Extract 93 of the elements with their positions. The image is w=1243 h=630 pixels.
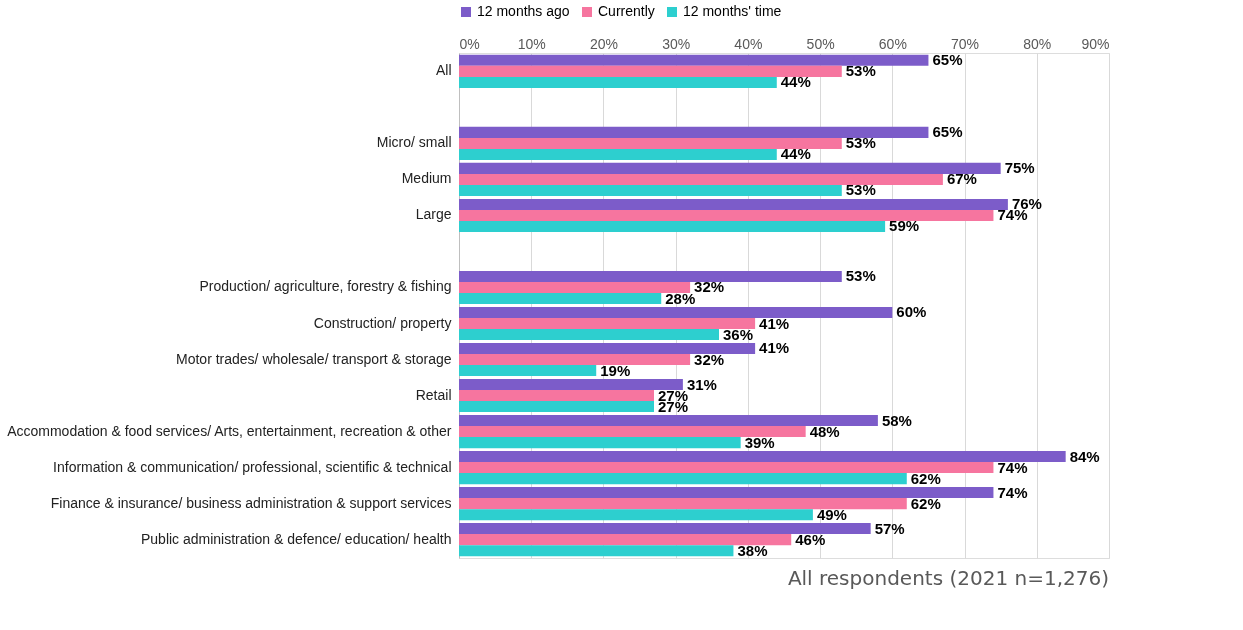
data-label: 39%: [744, 433, 775, 451]
y-tick-label: Production/ agriculture, forestry & fishing: [199, 278, 452, 295]
bar: [459, 487, 994, 499]
x-tick-label: 40%: [734, 35, 763, 52]
bar: [459, 462, 994, 474]
y-tick-label: Medium: [401, 170, 452, 187]
x-tick-label: 30%: [662, 35, 691, 52]
bar: [459, 209, 994, 221]
data-label: 48%: [809, 422, 840, 440]
bar: [459, 534, 792, 546]
data-label: 46%: [795, 530, 826, 548]
bar: [459, 523, 871, 535]
y-tick-label: Accommodation & food services/ Arts, entertainment, recreation & other: [7, 422, 452, 439]
legend-label: 12 months ago: [477, 3, 570, 19]
legend-label: Currently: [598, 3, 655, 19]
bar: [459, 415, 878, 427]
data-label: 44%: [780, 73, 811, 91]
data-label: 31%: [686, 375, 717, 393]
data-label: 74%: [997, 458, 1028, 476]
bar: [459, 137, 842, 149]
data-label: 84%: [1069, 447, 1100, 465]
data-label: 65%: [932, 51, 963, 69]
bar: [459, 76, 777, 88]
data-label: 62%: [910, 469, 941, 487]
y-tick-label: Large: [415, 206, 452, 223]
y-tick-label: Information & communication/ professional, scientific & technical: [53, 458, 452, 475]
x-tick-label: 50%: [806, 35, 835, 52]
y-tick-label: Motor trades/ wholesale/ transport & storage: [176, 350, 452, 367]
data-label: 32%: [694, 278, 725, 296]
data-label: 19%: [600, 361, 631, 379]
bar: [459, 184, 842, 196]
y-tick-label: Micro/ small: [376, 134, 452, 151]
data-label: 59%: [889, 217, 920, 235]
data-label: 41%: [759, 339, 790, 357]
bar: [459, 509, 813, 521]
bar: [459, 473, 907, 485]
legend-label: 12 months' time: [683, 3, 782, 19]
bar: [459, 498, 907, 510]
bar: [459, 354, 691, 366]
bar: [459, 365, 597, 377]
data-label: 53%: [845, 62, 876, 80]
bar: [459, 162, 1001, 174]
data-label: 65%: [932, 123, 963, 141]
bar: [459, 437, 741, 449]
y-tick-label: All: [435, 62, 452, 79]
data-label: 36%: [723, 325, 754, 343]
data-label: 41%: [759, 314, 790, 332]
data-label: 75%: [1004, 159, 1035, 177]
bar: [459, 306, 893, 318]
bar: [459, 220, 886, 233]
bar: [459, 148, 777, 160]
x-tick-label: 60%: [878, 35, 907, 52]
bar: [459, 173, 943, 185]
data-label: 74%: [997, 483, 1028, 501]
data-label: 67%: [946, 170, 977, 188]
data-label: 53%: [845, 134, 876, 152]
x-tick-label: 80%: [1023, 35, 1052, 52]
x-tick-label: 0%: [459, 35, 480, 52]
data-label: 57%: [874, 519, 905, 537]
data-label: 60%: [896, 303, 927, 321]
bar: [459, 342, 756, 355]
bar: [459, 198, 1008, 210]
bar: [459, 329, 719, 341]
bar: [459, 401, 654, 413]
y-tick-label: Retail: [415, 386, 452, 403]
y-tick-label: Finance & insurance/ business administration & support services: [50, 494, 452, 511]
bar: [459, 317, 756, 330]
bar: [459, 65, 842, 77]
bar: [459, 54, 929, 66]
bar: [459, 545, 734, 557]
bar: [459, 126, 929, 138]
bar: [459, 426, 806, 438]
data-label: 62%: [910, 494, 941, 512]
x-tick-label: 70%: [951, 35, 980, 52]
x-tick-label: 10%: [517, 35, 546, 52]
bar: [459, 293, 662, 305]
data-label: 32%: [694, 350, 725, 368]
text: All respondents (2021 n=1,276): [787, 565, 1109, 590]
bar: [459, 378, 683, 391]
bar: [459, 270, 842, 282]
data-label: 49%: [816, 505, 847, 523]
bar: [459, 390, 654, 402]
data-label: 53%: [845, 267, 876, 285]
data-label: 53%: [845, 181, 876, 199]
y-tick-label: Construction/ property: [313, 314, 452, 331]
data-label: 58%: [881, 411, 912, 429]
y-tick-label: Public administration & defence/ education/ health: [140, 530, 452, 547]
bar: [459, 281, 691, 294]
data-label: 44%: [780, 145, 811, 163]
x-tick-label: 20%: [589, 35, 618, 52]
bar: [459, 451, 1066, 463]
data-label: 38%: [737, 541, 768, 559]
x-tick-label: 90%: [1081, 35, 1110, 52]
